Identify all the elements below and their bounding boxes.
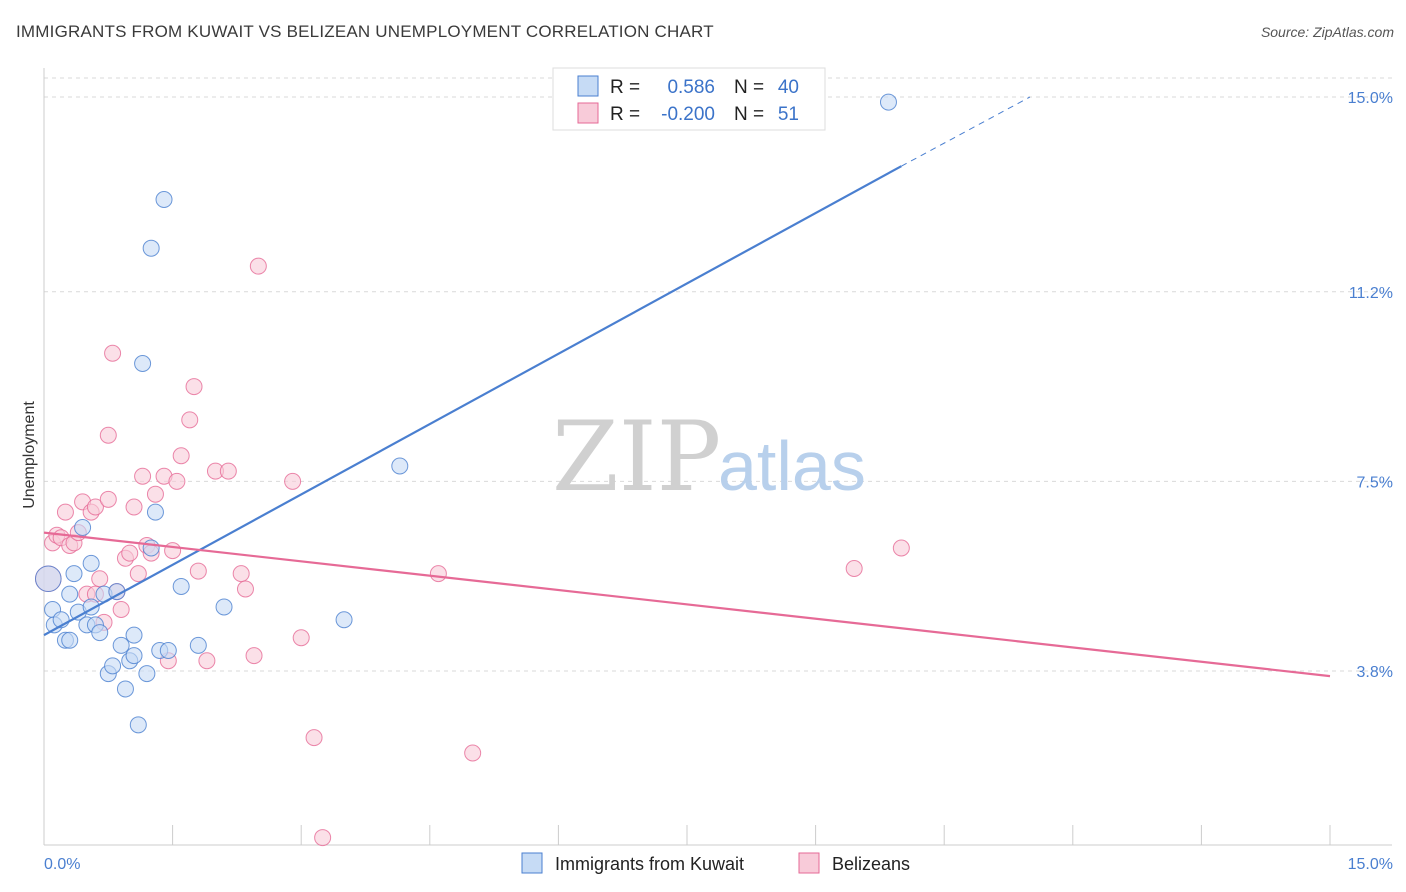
belizeans-point-11 [86,498,104,516]
kuwait-point-11 [82,554,100,572]
belizeans-point-16 [99,426,117,444]
kuwait-point-38 [879,93,897,111]
y-tick-label-0: 3.8% [1357,664,1393,681]
legend-r-value-kuwait: 0.586 [667,77,715,98]
belizeans-trend-line [43,531,1331,678]
kuwait-point-35 [215,598,233,616]
y-tick-label-3: 15.0% [1348,90,1393,107]
y-tick-label-1: 7.5% [1357,474,1393,491]
belizeans-point-34 [185,378,203,396]
kuwait-point-0 [34,565,62,593]
source-label: Source: ZipAtlas.com [1260,24,1394,40]
kuwait-point-34 [189,636,207,654]
belizeans-point-45 [305,729,323,747]
kuwait-trend-line-extension [901,96,1031,167]
belizeans-point-36 [198,652,216,670]
kuwait-point-31 [155,191,173,208]
x-tick-label-min: 0.0% [44,856,80,873]
belizeans-point-40 [236,580,254,598]
series-legend-label-belizeans: Belizeans [832,854,910,874]
series-legend-swatch-kuwait [521,852,543,874]
belizeans-point-43 [284,472,302,490]
kuwait-point-22 [125,647,143,665]
watermark: ZIP atlas [552,401,866,513]
legend-n-label-kuwait: N = [734,77,764,98]
kuwait-points [34,93,897,734]
belizeans-point-4 [56,503,74,521]
kuwait-point-25 [138,665,156,683]
belizeans-point-42 [249,257,267,275]
belizeans-point-39 [232,565,250,583]
legend-n-value-belizeans: 51 [778,104,799,125]
y-tick-label-2: 11.2% [1349,285,1393,302]
kuwait-point-6 [61,631,79,649]
belizeans-point-33 [181,411,199,429]
kuwait-point-37 [391,457,409,475]
kuwait-point-27 [142,539,160,557]
belizeans-point-27 [146,485,164,503]
series-legend-label-kuwait: Immigrants from Kuwait [555,854,744,874]
watermark-zip: ZIP [552,401,721,513]
kuwait-point-9 [74,519,92,536]
belizeans-point-17 [104,344,122,362]
trend-lines [43,96,1331,678]
kuwait-point-30 [159,642,177,659]
belizeans-point-21 [121,544,139,562]
belizeans-point-35 [189,562,207,580]
belizeans-point-13 [91,570,109,588]
belizeans-point-49 [845,560,863,577]
correlation-legend: R = 0.586 N = 40 R = -0.200 N = 51 [552,67,826,131]
x-tick-labels: 0.0% 15.0% [44,856,1393,873]
series-legend: Immigrants from Kuwait Belizeans [521,852,910,874]
belizeans-point-31 [168,472,186,490]
kuwait-point-19 [112,636,130,654]
belizeans-point-19 [112,601,130,618]
belizeans-point-41 [245,647,263,665]
belizeans-point-44 [292,629,310,647]
y-tick-labels: 3.8% 7.5% 11.2% 15.0% [1348,90,1393,681]
belizeans-point-15 [99,490,117,508]
legend-n-label-belizeans: N = [734,104,764,125]
x-tick-label-max: 15.0% [1348,856,1393,873]
legend-r-label-kuwait: R = [610,77,640,98]
kuwait-point-28 [146,503,164,521]
chart-title: IMMIGRANTS FROM KUWAIT VS BELIZEAN UNEMP… [16,22,714,41]
belizeans-point-48 [464,744,482,762]
kuwait-point-17 [104,657,122,675]
kuwait-trend-line [43,165,902,637]
kuwait-point-20 [116,680,134,698]
kuwait-point-5 [61,585,79,603]
kuwait-point-7 [65,565,83,583]
kuwait-point-24 [129,716,147,734]
watermark-atlas: atlas [718,427,866,505]
kuwait-point-23 [125,626,143,644]
belizeans-point-24 [134,467,152,485]
belizeans-point-32 [172,447,190,465]
legend-r-value-belizeans: -0.200 [661,104,715,125]
belizeans-point-23 [129,565,147,583]
kuwait-point-33 [172,577,190,595]
legend-swatch-kuwait [577,75,599,97]
belizeans-point-30 [164,542,182,560]
belizeans-points [34,257,910,847]
legend-swatch-belizeans [577,102,599,124]
kuwait-point-26 [134,355,152,372]
y-axis-label: Unemployment [21,401,38,509]
axes [43,68,1392,846]
kuwait-point-36 [335,611,353,629]
legend-r-label-belizeans: R = [610,104,640,125]
belizeans-point-46 [314,829,332,847]
legend-n-value-kuwait: 40 [778,77,799,98]
belizeans-point-38 [219,462,237,480]
belizeans-point-50 [892,539,910,557]
kuwait-point-32 [142,239,160,257]
series-legend-swatch-belizeans [798,852,820,874]
belizeans-point-47 [429,565,447,583]
kuwait-point-14 [91,624,109,642]
belizeans-point-22 [125,498,143,516]
